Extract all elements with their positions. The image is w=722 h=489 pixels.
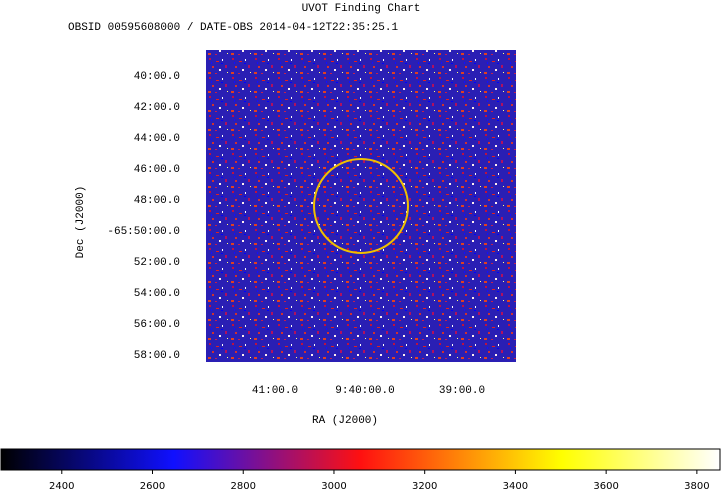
colorbar-tick-label: 3000 — [321, 481, 346, 489]
colorbar-tick-label: 2600 — [140, 481, 165, 489]
source-circle — [313, 158, 409, 254]
colorbar-tick-label: 2800 — [231, 481, 256, 489]
colorbar — [0, 448, 721, 471]
y-tick-label: 44:00.0 — [134, 133, 180, 145]
y-tick-label: 58:00.0 — [134, 350, 180, 362]
y-tick-label: 54:00.0 — [134, 288, 180, 300]
y-tick-label: 42:00.0 — [134, 102, 180, 114]
y-tick-label: 46:00.0 — [134, 164, 180, 176]
colorbar-tick-label: 2400 — [49, 481, 74, 489]
x-axis-label: RA (J2000) — [312, 415, 378, 427]
x-tick-label: 41:00.0 — [252, 385, 298, 397]
y-axis-label: Dec (J2000) — [75, 186, 87, 259]
sky-image — [206, 50, 516, 362]
y-tick-label: 48:00.0 — [134, 195, 180, 207]
chart-title: UVOT Finding Chart — [302, 3, 421, 15]
y-tick-label: 56:00.0 — [134, 319, 180, 331]
colorbar-tick-label: 3600 — [593, 481, 618, 489]
colorbar-tick-label: 3200 — [412, 481, 437, 489]
y-tick-label: 40:00.0 — [134, 71, 180, 83]
x-tick-label: 9:40:00.0 — [335, 385, 394, 397]
colorbar-tick-label: 3400 — [503, 481, 528, 489]
x-tick-label: 39:00.0 — [439, 385, 485, 397]
colorbar-tick-label: 3800 — [684, 481, 709, 489]
subtitle: OBSID 00595608000 / DATE-OBS 2014-04-12T… — [68, 22, 398, 34]
y-tick-label: -65:50:00.0 — [107, 226, 180, 238]
y-tick-label: 52:00.0 — [134, 257, 180, 269]
